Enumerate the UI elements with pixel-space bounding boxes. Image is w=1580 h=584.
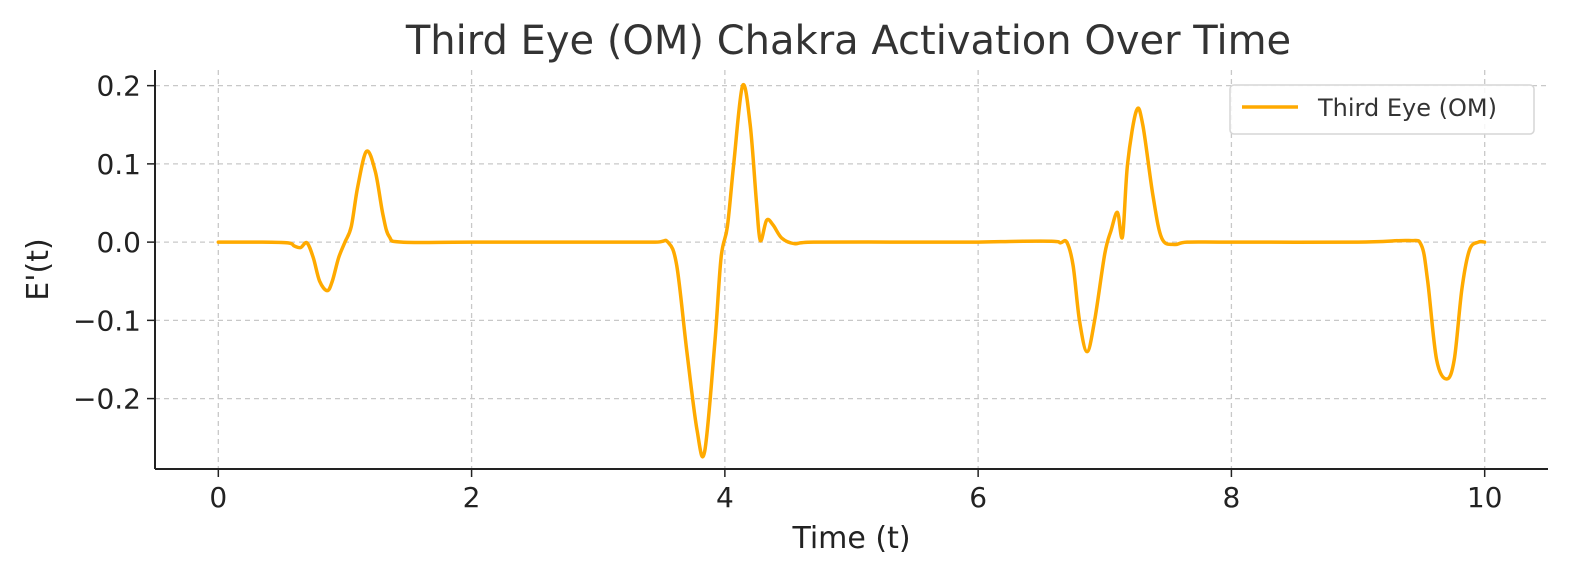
y-ticks: 0.2 0.1 0.0 −0.1 −0.2 xyxy=(73,70,155,416)
y-axis-label: E'(t) xyxy=(21,238,56,300)
y-tick-label: −0.2 xyxy=(73,383,141,416)
axes xyxy=(154,70,1548,470)
series-line xyxy=(216,82,1487,459)
x-axis-label: Time (t) xyxy=(791,521,910,556)
y-tick-label: 0.2 xyxy=(96,70,141,103)
legend-label: Third Eye (OM) xyxy=(1317,94,1497,122)
y-tick-label: −0.1 xyxy=(73,304,141,337)
x-tick-label: 8 xyxy=(1222,481,1240,514)
y-tick-label: 0.0 xyxy=(96,226,141,259)
x-ticks: 0 2 4 6 8 10 xyxy=(209,469,1503,514)
legend-box xyxy=(1229,84,1535,135)
chart-title: Third Eye (OM) Chakra Activation Over Ti… xyxy=(405,18,1291,64)
legend: Third Eye (OM) xyxy=(1229,84,1535,135)
x-tick-label: 2 xyxy=(463,481,481,514)
x-tick-label: 6 xyxy=(969,481,987,514)
x-tick-label: 4 xyxy=(716,481,734,514)
series xyxy=(216,82,1487,459)
x-tick-label: 0 xyxy=(209,481,227,514)
y-tick-label: 0.1 xyxy=(96,148,141,181)
x-tick-label: 10 xyxy=(1467,481,1503,514)
